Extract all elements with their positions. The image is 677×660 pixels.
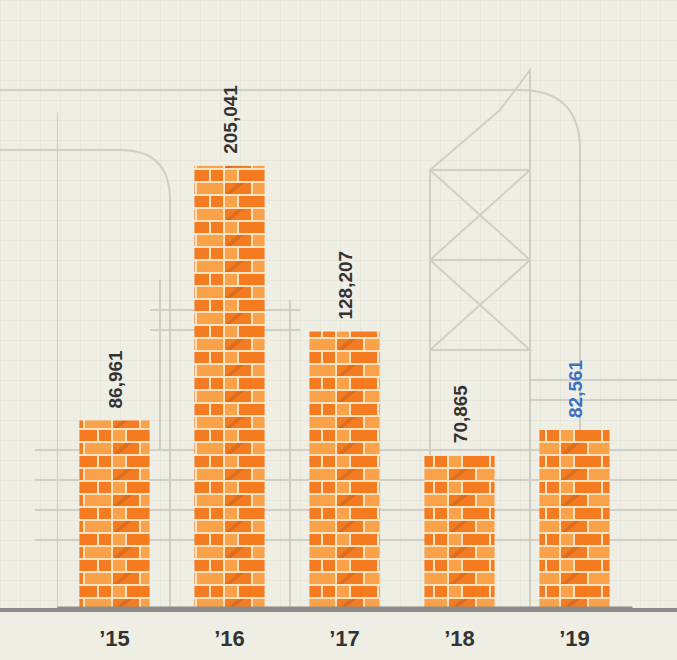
x-axis-line xyxy=(58,607,633,611)
y-axis xyxy=(57,113,58,609)
x-tick-label: ’19 xyxy=(559,626,590,651)
x-tick-label: ’16 xyxy=(214,626,245,651)
bar xyxy=(539,430,609,608)
chart: ’15 ’16 ’17 ’18 ’19 86,961 205,041 128,207 70,86… xyxy=(0,0,677,660)
x-tick: ’18 xyxy=(444,608,475,651)
x-tick: ’16 xyxy=(214,608,245,651)
data-label: 86,961 xyxy=(105,350,126,409)
x-tick: ’19 xyxy=(559,608,590,651)
y-axis-line xyxy=(57,113,58,609)
ground-line xyxy=(0,608,677,612)
data-label: 205,041 xyxy=(220,85,241,154)
bar xyxy=(309,332,379,608)
x-tick: ’17 xyxy=(329,608,360,651)
background-grid xyxy=(0,0,677,608)
x-tick-label: ’17 xyxy=(329,626,360,651)
x-tick-label: ’15 xyxy=(99,626,130,651)
bar xyxy=(79,420,149,608)
data-labels: 86,961 205,041 128,207 70,865 82,561 xyxy=(105,85,586,443)
decoration xyxy=(0,70,677,608)
bar xyxy=(424,455,494,608)
background xyxy=(0,0,677,660)
x-tick: ’15 xyxy=(99,608,130,651)
x-axis: ’15 ’16 ’17 ’18 ’19 xyxy=(58,608,633,651)
data-label: 70,865 xyxy=(450,385,471,444)
bars xyxy=(79,166,609,608)
bar xyxy=(194,166,264,608)
data-label: 82,561 xyxy=(565,359,586,418)
x-tick-label: ’18 xyxy=(444,626,475,651)
data-label: 128,207 xyxy=(335,251,356,320)
